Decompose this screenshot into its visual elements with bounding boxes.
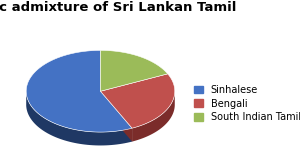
Polygon shape [26,50,132,132]
Polygon shape [26,92,132,146]
Polygon shape [132,91,175,142]
Polygon shape [100,50,168,91]
Polygon shape [100,91,132,142]
Polygon shape [100,91,132,142]
Legend: Sinhalese, Bengali, South Indian Tamil: Sinhalese, Bengali, South Indian Tamil [191,82,300,125]
Polygon shape [100,74,175,128]
Title: Genetic admixture of Sri Lankan Tamil: Genetic admixture of Sri Lankan Tamil [0,1,236,14]
